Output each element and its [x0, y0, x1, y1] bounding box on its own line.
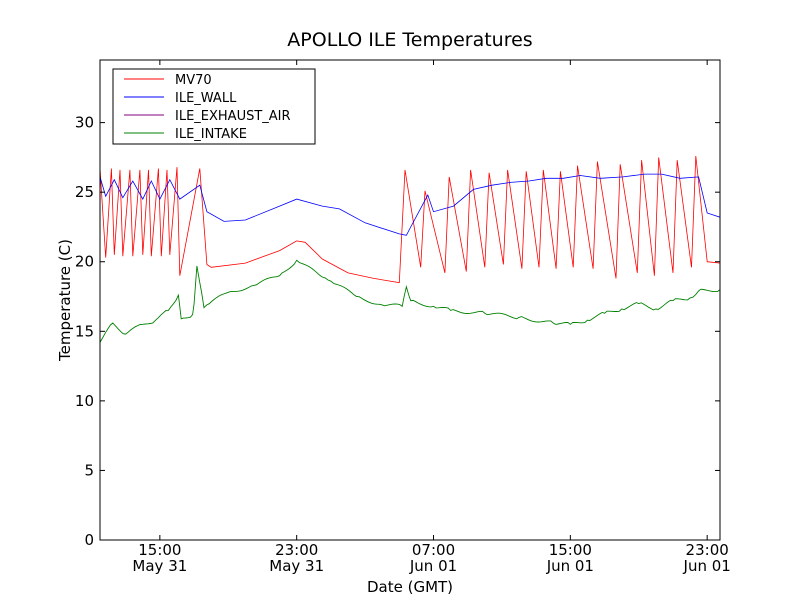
x-tick-label-date: Jun 01: [683, 557, 731, 575]
x-tick-label-time: 15:00: [549, 541, 592, 559]
x-tick-label-date: May 31: [269, 557, 324, 575]
series-layer: [100, 155, 720, 343]
series-line-ile-intake: [100, 259, 720, 343]
legend-label: ILE_EXHAUST_AIR: [175, 109, 291, 124]
y-tick-label: 0: [84, 531, 94, 549]
legend-box: [112, 68, 316, 145]
legend: MV70 ILE_WALL ILE_EXHAUST_AIR ILE_INTAKE: [112, 68, 316, 145]
plot-frame: [99, 59, 721, 541]
legend-label: MV70: [175, 73, 212, 88]
x-tick-label-date: May 31: [132, 557, 187, 575]
legend-label: ILE_WALL: [175, 91, 237, 106]
y-tick-label: 20: [75, 253, 94, 271]
x-tick-label-time: 23:00: [275, 541, 318, 559]
series-line-ile-wall: [100, 173, 720, 236]
y-tick-label: 30: [75, 114, 94, 132]
x-axis-label: Date (GMT): [367, 578, 453, 596]
x-tick-label-date: Jun 01: [546, 557, 594, 575]
chart-title: APOLLO ILE Temperatures: [287, 29, 532, 51]
series-line-mv70: [100, 155, 720, 284]
y-tick-label: 25: [75, 183, 94, 201]
legend-label: ILE_INTAKE: [175, 127, 247, 142]
y-tick-label: 5: [84, 461, 94, 479]
y-tick-label: 15: [75, 322, 94, 340]
x-tick-label-time: 15:00: [138, 541, 181, 559]
x-tick-label-time: 23:00: [686, 541, 729, 559]
x-tick-label-date: Jun 01: [409, 557, 457, 575]
y-tick-label: 10: [75, 392, 94, 410]
y-axis-label: Temperature (C): [56, 239, 74, 362]
x-tick-label-time: 07:00: [412, 541, 455, 559]
